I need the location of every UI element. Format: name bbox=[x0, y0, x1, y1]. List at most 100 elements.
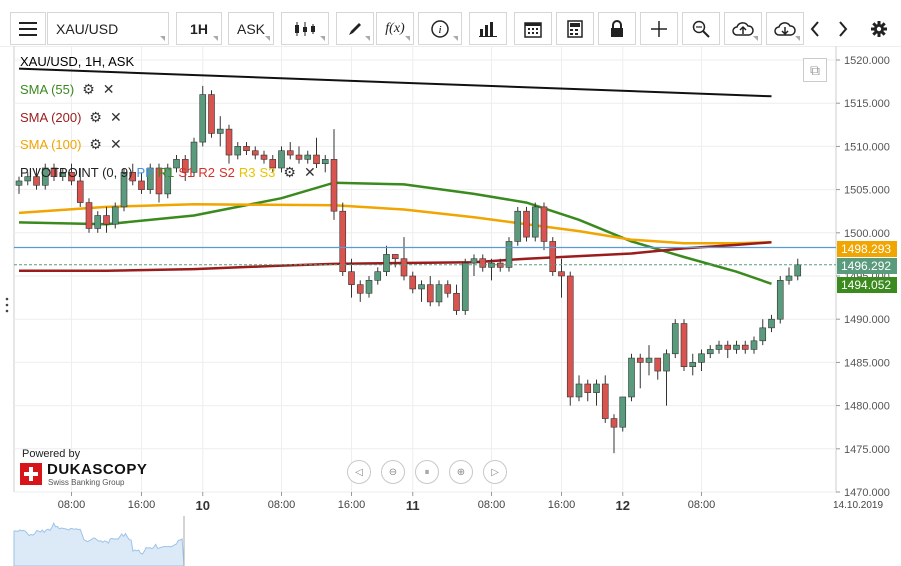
indicators-button[interactable]: f(x) bbox=[376, 12, 414, 45]
triangle-left-icon: ◁ bbox=[355, 466, 363, 478]
candle bbox=[706, 345, 714, 359]
candle-body bbox=[741, 344, 749, 350]
navigator-strip[interactable] bbox=[13, 516, 836, 566]
period-select[interactable]: 1H bbox=[176, 12, 222, 45]
instrument-select[interactable]: XAU/USD bbox=[47, 12, 169, 45]
dukascopy-logo[interactable]: DUKASCOPY Swiss Banking Group bbox=[20, 461, 147, 489]
gear-icon bbox=[871, 20, 887, 37]
zoom-out-button[interactable]: ⊖ bbox=[381, 460, 405, 484]
settings-button[interactable] bbox=[866, 12, 892, 45]
candle-body bbox=[41, 167, 49, 186]
bar-chart-icon bbox=[479, 21, 497, 37]
info-button[interactable]: i bbox=[418, 12, 462, 45]
reset-icon: ⏸ bbox=[424, 466, 430, 478]
gear-icon[interactable]: ⚙ bbox=[89, 136, 102, 152]
caret-icon bbox=[213, 36, 218, 41]
chart-bars-button[interactable] bbox=[469, 12, 507, 45]
candle-body bbox=[706, 349, 714, 355]
candle-body bbox=[304, 154, 312, 160]
candle-body bbox=[164, 167, 172, 195]
candle bbox=[619, 396, 627, 432]
candle-body bbox=[339, 210, 347, 272]
scroll-right-button[interactable] bbox=[832, 12, 854, 45]
candle-body bbox=[680, 323, 688, 368]
upload-button[interactable] bbox=[724, 12, 762, 45]
menu-button[interactable] bbox=[10, 12, 46, 45]
x-tick-label: 10 bbox=[196, 498, 210, 513]
candle bbox=[138, 172, 145, 194]
candle bbox=[759, 319, 767, 346]
candle-body bbox=[566, 275, 574, 398]
candle bbox=[234, 142, 242, 160]
candle-body bbox=[540, 206, 548, 242]
candle bbox=[663, 349, 670, 406]
candle bbox=[111, 202, 119, 229]
legend-pivot: PIVOTPOINT (0, 9) PP R1 S1 R2 S2 R3 S3 ⚙… bbox=[20, 164, 316, 181]
candle-body bbox=[593, 383, 600, 393]
x-tick-label: 12 bbox=[616, 498, 630, 513]
draw-button[interactable] bbox=[336, 12, 374, 45]
calculator-button[interactable] bbox=[556, 12, 594, 45]
candle-body bbox=[453, 292, 460, 311]
chevron-left-icon bbox=[810, 20, 819, 37]
chart-type-button[interactable] bbox=[281, 12, 329, 45]
lock-button[interactable] bbox=[598, 12, 636, 45]
candle bbox=[33, 168, 40, 190]
cloud-download-icon bbox=[774, 21, 796, 36]
candle bbox=[260, 150, 268, 164]
candle-body bbox=[689, 362, 697, 368]
side-select[interactable]: ASK bbox=[228, 12, 274, 45]
candle-body bbox=[601, 383, 609, 419]
candle-body bbox=[558, 271, 565, 277]
period-value: 1H bbox=[190, 20, 208, 37]
scroll-back-button[interactable]: ◁ bbox=[347, 460, 371, 484]
triangle-right-icon: ▷ bbox=[491, 466, 499, 478]
calendar-button[interactable] bbox=[514, 12, 552, 45]
candle-body bbox=[269, 159, 277, 169]
candle bbox=[225, 124, 233, 164]
pivot-s2: S2 bbox=[218, 165, 235, 180]
legend-sma100: SMA (100) ⚙ ✕ bbox=[20, 136, 122, 153]
candle bbox=[794, 258, 802, 281]
download-button[interactable] bbox=[766, 12, 804, 45]
pivot-pp: PP bbox=[136, 165, 154, 180]
scroll-left-button[interactable] bbox=[804, 12, 826, 45]
close-icon[interactable]: ✕ bbox=[109, 136, 122, 152]
candle bbox=[24, 172, 32, 186]
candle bbox=[216, 116, 224, 147]
crosshair-button[interactable] bbox=[640, 12, 678, 45]
candle bbox=[671, 319, 679, 359]
candle-body bbox=[505, 241, 513, 268]
price-chart[interactable]: 1520.000 1515.000 1510.000 1505.000 1500.000… bbox=[0, 46, 901, 566]
x-tick-label: 16:00 bbox=[338, 499, 366, 511]
legend-sma200: SMA (200) ⚙ ✕ bbox=[20, 109, 122, 126]
candle bbox=[41, 163, 49, 190]
y-tick-label: 1515.000 bbox=[844, 98, 890, 110]
candle-body bbox=[260, 154, 268, 160]
sma55-badge: 1494.052 bbox=[837, 277, 897, 293]
candle bbox=[645, 345, 653, 376]
gear-icon[interactable]: ⚙ bbox=[283, 164, 296, 180]
candle bbox=[50, 163, 58, 181]
close-icon[interactable]: ✕ bbox=[303, 164, 316, 180]
candle bbox=[304, 150, 312, 164]
candle-body bbox=[208, 94, 215, 134]
gear-icon[interactable]: ⚙ bbox=[89, 109, 102, 125]
powered-by: Powered by bbox=[22, 448, 81, 460]
candle-body bbox=[173, 159, 180, 169]
close-icon[interactable]: ✕ bbox=[102, 81, 115, 97]
zoom-in-button[interactable]: ⊕ bbox=[449, 460, 473, 484]
reset-button[interactable]: ⏸ bbox=[415, 460, 439, 484]
zoom-button[interactable] bbox=[682, 12, 720, 45]
candle-body bbox=[759, 327, 767, 342]
expand-button[interactable]: ⧉ bbox=[803, 58, 827, 82]
legend-title: XAU/USD, 1H, ASK bbox=[20, 54, 135, 69]
gear-icon[interactable]: ⚙ bbox=[82, 81, 95, 97]
scroll-forward-button[interactable]: ▷ bbox=[483, 460, 507, 484]
logo-name: DUKASCOPY bbox=[47, 461, 148, 478]
candle bbox=[680, 319, 688, 372]
candle-body bbox=[225, 128, 233, 156]
candle-body bbox=[374, 271, 382, 281]
candle-body bbox=[523, 210, 530, 238]
close-icon[interactable]: ✕ bbox=[109, 109, 122, 125]
